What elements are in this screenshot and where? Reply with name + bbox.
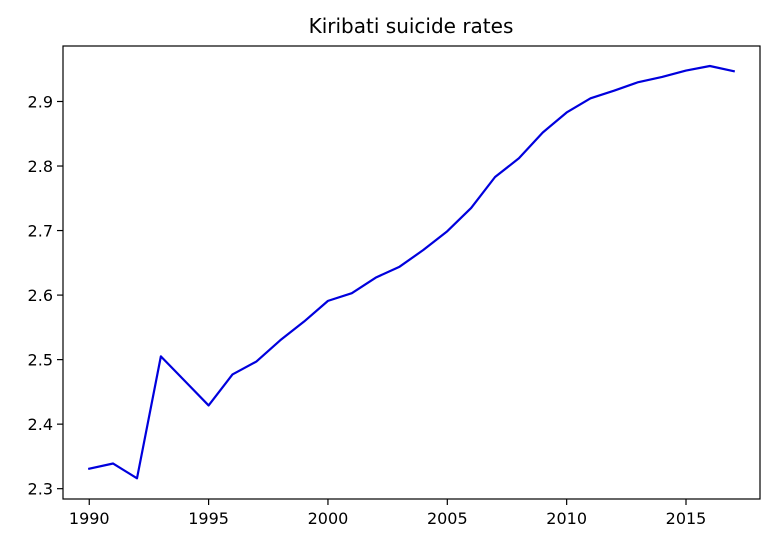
plot-area [87,64,736,480]
x-tick-label: 2000 [308,509,349,528]
series-line-0 [87,64,736,480]
x-tick-label: 1995 [188,509,229,528]
x-tick-label: 1990 [69,509,110,528]
y-tick-label: 2.3 [28,480,53,499]
chart-title: Kiribati suicide rates [309,14,514,38]
axes-frame [62,45,761,500]
x-tick-label: 2015 [666,509,707,528]
y-tick-label: 2.8 [28,157,53,176]
y-tick-label: 2.4 [28,415,53,434]
y-tick-label: 2.5 [28,351,53,370]
y-tick-label: 2.6 [28,286,53,305]
axes: 1990 1995 2000 2005 2010 2015 2.3 2.4 2.5 2.6 2.7 2… [28,45,761,528]
x-tick-label: 2005 [427,509,468,528]
x-tick-label: 2010 [546,509,587,528]
y-tick-label: 2.7 [28,222,53,241]
y-tick-label: 2.9 [28,92,53,111]
